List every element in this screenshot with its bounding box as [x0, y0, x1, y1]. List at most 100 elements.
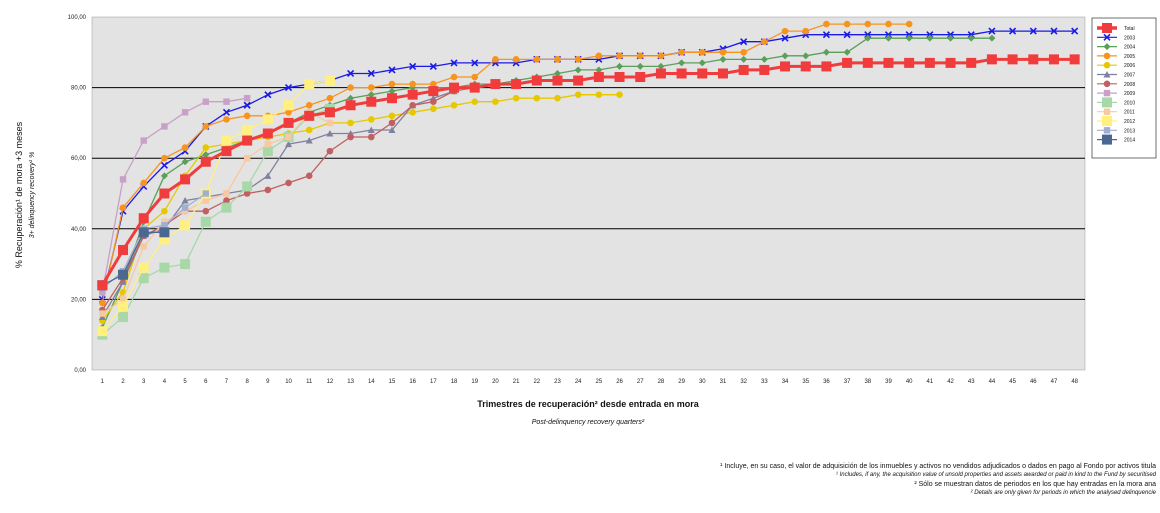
- data-point: [285, 179, 292, 187]
- x-tick-label: 34: [782, 379, 789, 385]
- data-point: [678, 49, 685, 56]
- data-point: [180, 259, 191, 270]
- data-point: [655, 68, 666, 79]
- data-point: [780, 61, 791, 72]
- data-point: [326, 94, 334, 102]
- data-point: [118, 301, 129, 312]
- data-point: [1103, 33, 1111, 41]
- legend-label: 2004: [1124, 45, 1135, 51]
- data-point: [409, 109, 416, 116]
- data-point: [554, 94, 561, 102]
- data-point: [409, 80, 416, 88]
- data-point: [822, 48, 830, 56]
- data-point: [284, 84, 293, 92]
- data-point: [119, 296, 127, 303]
- data-point: [160, 161, 168, 169]
- y-tick-label: 100,00: [68, 15, 87, 21]
- data-point: [388, 112, 396, 120]
- data-point: [388, 87, 396, 95]
- data-point: [450, 101, 458, 109]
- data-point: [450, 73, 458, 81]
- x-tick-label: 14: [368, 379, 375, 385]
- series-2009: [99, 94, 251, 296]
- data-point: [574, 56, 582, 63]
- data-point: [222, 108, 231, 116]
- data-point: [430, 98, 437, 106]
- data-point: [471, 59, 479, 67]
- legend-item: 2010: [1097, 97, 1135, 108]
- legend-item: 2012: [1097, 116, 1135, 126]
- data-point: [449, 82, 460, 93]
- data-point: [759, 64, 770, 75]
- data-point: [883, 57, 894, 68]
- x-tick-label: 13: [347, 379, 354, 385]
- data-point: [1102, 97, 1112, 108]
- data-point: [719, 49, 727, 56]
- data-point: [450, 59, 458, 67]
- data-point: [904, 57, 915, 68]
- data-point: [471, 73, 479, 81]
- data-point: [347, 133, 354, 141]
- data-point: [304, 79, 315, 90]
- data-point: [242, 124, 253, 135]
- data-point: [97, 280, 108, 291]
- data-point: [118, 312, 129, 323]
- x-tick-label: 36: [823, 379, 830, 385]
- y-tick-label: 0,00: [74, 368, 86, 374]
- data-point: [99, 289, 106, 296]
- footnote-1-es: ¹ Incluye, en su caso, el valor de adqui…: [720, 463, 1156, 470]
- data-point: [97, 326, 108, 337]
- legend-item: 2009: [1097, 89, 1135, 97]
- data-point: [202, 123, 210, 130]
- data-point: [221, 202, 232, 213]
- data-point: [635, 72, 646, 83]
- data-point: [242, 181, 253, 192]
- data-point: [614, 72, 625, 83]
- data-point: [802, 52, 810, 60]
- legend-label: 2014: [1124, 138, 1135, 144]
- legend-label: 2011: [1124, 110, 1135, 116]
- data-point: [366, 96, 377, 107]
- legend-item: 2011: [1097, 108, 1135, 116]
- x-tick-label: 33: [761, 379, 768, 385]
- x-tick-label: 26: [616, 379, 623, 385]
- data-point: [264, 91, 272, 99]
- data-point: [761, 38, 768, 46]
- data-point: [285, 140, 293, 148]
- data-point: [140, 179, 148, 187]
- gridlines: [92, 87, 1085, 300]
- data-point: [367, 69, 375, 78]
- data-point: [180, 174, 191, 185]
- data-point: [657, 62, 665, 70]
- legend-item: Total: [1097, 23, 1135, 33]
- x-tick-label: 2: [121, 379, 125, 385]
- data-point: [347, 119, 354, 127]
- data-point: [595, 52, 603, 60]
- data-point: [738, 64, 749, 75]
- x-tick-label: 46: [1030, 379, 1037, 385]
- data-point: [740, 55, 748, 63]
- data-point: [161, 222, 168, 229]
- x-tick-label: 32: [740, 379, 747, 385]
- x-tick-label: 44: [989, 379, 996, 385]
- data-point: [138, 227, 149, 238]
- data-point: [905, 31, 913, 39]
- data-point: [367, 116, 375, 123]
- data-point: [326, 129, 334, 137]
- data-point: [946, 31, 955, 39]
- data-point: [264, 172, 272, 179]
- data-point: [574, 91, 582, 98]
- data-point: [180, 220, 191, 231]
- data-point: [262, 146, 273, 157]
- data-point: [99, 299, 106, 307]
- footnote-1-en: ¹ Includes, if any, the acquisition valu…: [835, 472, 1156, 478]
- data-point: [1103, 52, 1111, 60]
- data-point: [428, 86, 439, 97]
- data-point: [181, 158, 189, 166]
- data-point: [1028, 54, 1039, 65]
- data-point: [967, 34, 975, 42]
- data-point: [181, 144, 189, 151]
- footnotes: ¹ Incluye, en su caso, el valor de adqui…: [456, 462, 1156, 498]
- data-point: [264, 140, 272, 148]
- y-axis-title: % Recuperación¹ de mora +3 meses: [14, 121, 24, 268]
